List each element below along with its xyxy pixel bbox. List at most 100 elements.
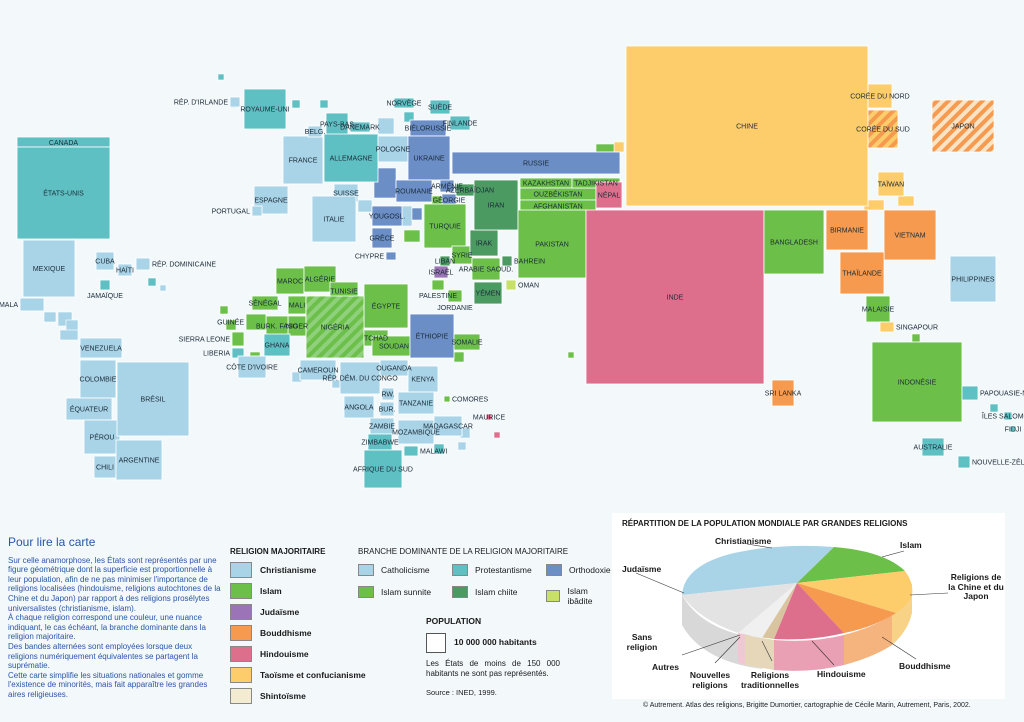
microstate-block [567,351,575,359]
country-block [299,359,337,381]
population-note: Les États de moins de 150 000 habitants … [426,659,560,678]
country-label: SOMALIE [451,340,482,347]
microstate-block [613,141,625,153]
legend-religion-label: Christianisme [260,565,317,575]
country-block [501,255,513,267]
country-label: RÉP. DÉM. DU CONGO [322,374,398,383]
country-block [865,295,891,323]
legend-branch-item: Islam sunnite [358,586,431,598]
legend-branch-item: Islam ibâdite [546,586,610,606]
country-block [349,121,371,133]
country-label: BIRMANIE [830,228,864,235]
pie-slice-christianisme [682,545,834,595]
country-block [877,171,905,197]
pie-label-chine-japon: Religions de la Chine et du Japon [948,572,1004,601]
legend-branch-label: Islam sunnite [381,587,432,597]
country-label: NOUVELLE-ZÉLANDE [972,458,1024,467]
reading-guide: Pour lire la carte Sur celle anamorphose… [8,536,224,700]
country-label: RÉP. DOMINICAINE [152,260,216,269]
country-block [377,135,409,163]
country-label: FRANCE [289,158,318,165]
source-note: Source : INED, 1999. [426,688,497,697]
country-label: COLOMBIE [80,377,117,384]
country-label: FINLANDE [443,121,478,128]
country-block [16,146,111,240]
reading-paragraph: À chaque religion correspond une couleur… [8,613,206,642]
legend-religion-row: Shintoïsme [230,688,306,704]
country-block [229,96,241,108]
microstate-block [319,99,329,109]
pie-label-traditionnelles: Religions traditionnelles [740,670,800,690]
country-block [251,205,263,217]
pie-side-traditionnelles [745,635,774,670]
microstate-block [357,199,373,213]
pie-slice-autres [738,583,797,638]
legend-religion-label: Judaïsme [260,607,300,617]
country-label: NORVÈGE [387,99,422,108]
pie-label-islam: Islam [900,540,922,550]
country-block [949,255,997,303]
country-block [393,97,415,109]
country-label: CAMEROUN [298,368,339,375]
pie-side-bouddhisme [844,615,892,665]
country-label: ITALIE [324,217,345,224]
country-label: KAZAKHSTAN [523,181,569,188]
pie-chart [635,543,949,671]
country-block [879,321,895,333]
country-label: SUÈDE [428,103,452,112]
country-block [961,385,979,401]
country-block [469,229,499,257]
pie-label-nouvelles: Nouvelles religions [689,670,731,690]
country-label: IRAK [476,241,493,248]
country-label: PAPOUASIE-NOUVELLE-GUINÉE [980,389,1024,398]
microstate-block [403,111,415,123]
microstate-block [291,99,301,109]
country-label: OUZBÉKISTAN [534,190,583,199]
country-label: CHINE [736,124,758,131]
country-block [263,333,291,357]
country-block [423,203,467,249]
country-label: ARABIE SAOUD. [459,267,514,274]
country-label: BUR. [379,407,396,414]
country-block [931,99,995,153]
country-block [585,209,765,385]
country-block [595,181,623,209]
country-block [385,251,397,261]
country-block [449,115,471,131]
country-block [921,437,945,457]
legend-swatch [546,564,562,576]
country-block [825,209,869,251]
country-label: CHYPRE [355,254,385,261]
country-label: ZIMBABWE [361,440,399,447]
country-block [282,135,324,185]
country-label: NIGÉRIA [321,323,350,332]
country-block [243,88,287,130]
credit-line: © Autrement. Atlas des religions, Brigit… [643,702,971,709]
microstate-block [403,229,421,243]
country-block [473,179,519,231]
legend-heading: RELIGION MAJORITAIRE [230,547,326,556]
legend-swatch [546,590,561,602]
country-label: LIBAN [435,259,455,266]
microstate-block [377,117,395,135]
legend-swatch [230,688,252,704]
country-block [311,195,357,243]
pie-label-sans-religion: Sans religion [626,632,658,652]
country-block [625,45,869,207]
legend-swatch [230,562,252,578]
religion-pie-panel: RÉPARTITION DE LA POPULATION MONDIALE PA… [612,513,1005,699]
country-label: MADAGASCAR [423,424,473,431]
country-label: SIERRA LEONE [179,337,231,344]
country-block [443,395,451,403]
country-label: BRÉSIL [141,395,166,404]
country-block [307,125,323,138]
microstate-block [159,284,167,292]
country-label: DANEMARK [340,125,380,132]
country-label: CORÉE DU SUD [856,125,910,134]
reading-paragraph: Des bandes alternées sont employées lors… [8,641,198,671]
reading-paragraph: Sur celle anamorphose, les États sont re… [8,555,221,613]
country-label: TCHAD [364,336,388,343]
microstate-block [911,333,921,343]
legend-swatch [358,586,374,598]
